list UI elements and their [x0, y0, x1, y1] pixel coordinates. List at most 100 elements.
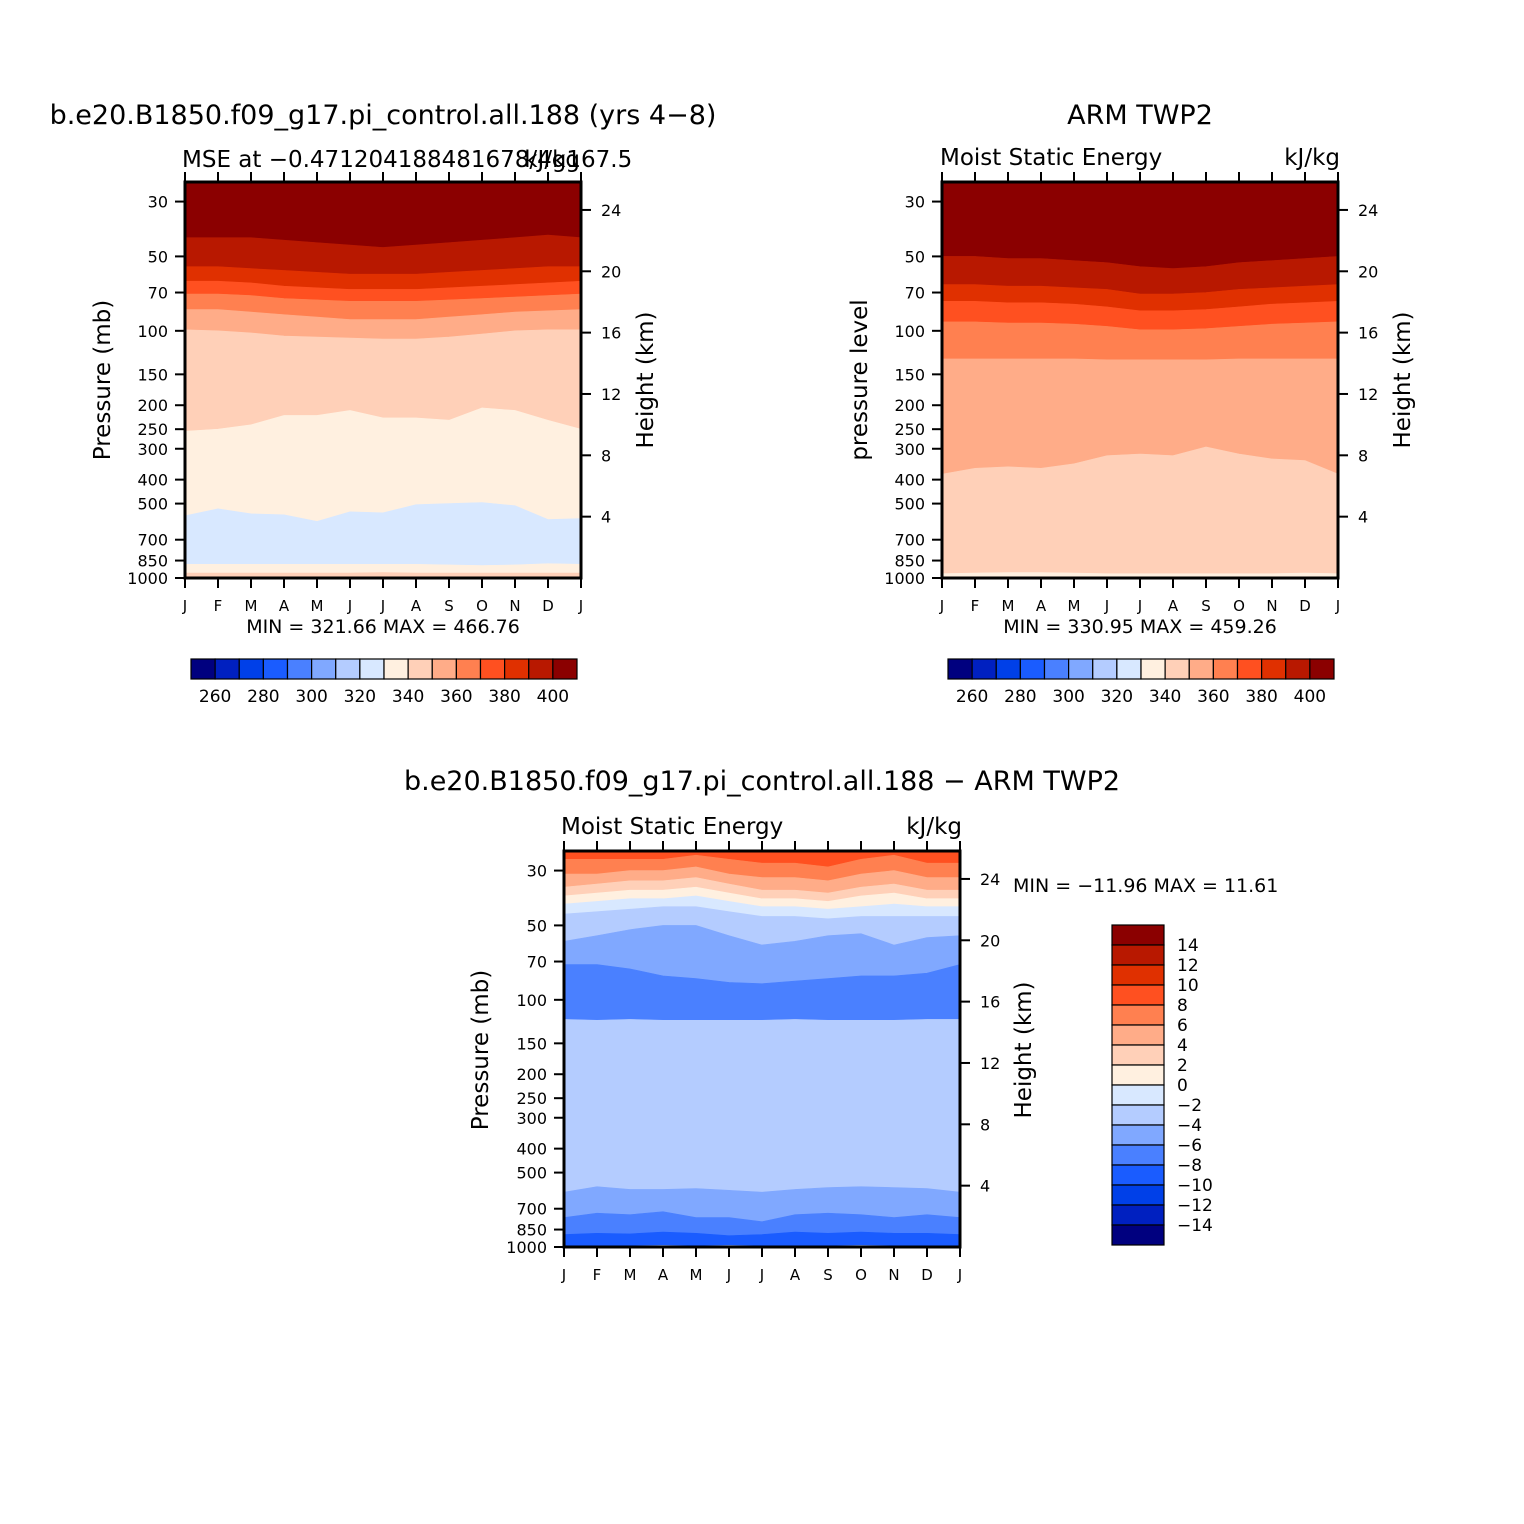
model-y-tick-label: 1000 [127, 569, 168, 588]
panel-model: b.e20.B1850.f09_g17.pi_control.all.188 (… [50, 100, 717, 707]
model-y2-axis-label: Height (km) [633, 311, 659, 448]
model-x-tick-label: A [411, 597, 422, 615]
diff-y-tick-label: 500 [516, 1164, 547, 1183]
diff-x-tick-label: S [823, 1266, 833, 1284]
obs-colorbar-label: 340 [1149, 687, 1181, 707]
obs-colorbar-label: 320 [1101, 687, 1133, 707]
diff-colorbar-swatch [1111, 1064, 1165, 1086]
obs-y2-axis-label: Height (km) [1390, 311, 1416, 448]
diff-colorbar-swatch [1111, 984, 1165, 1006]
obs-y-tick-label: 700 [894, 531, 925, 550]
diff-colorbar-swatch [1111, 1024, 1165, 1046]
obs-colorbar-swatch [1309, 658, 1335, 680]
diff-y-tick-label: 400 [516, 1140, 547, 1159]
obs-y-tick-label: 1000 [884, 569, 925, 588]
obs-colorbar-label: 400 [1294, 687, 1326, 707]
diff-x-tick-label: N [888, 1266, 899, 1284]
obs-colorbar-swatch [1188, 658, 1214, 680]
model-colorbar-label: 260 [199, 687, 231, 707]
obs-y2-tick-label: 16 [1358, 324, 1378, 343]
diff-colorbar-swatch [1111, 1204, 1165, 1226]
model-x-tick-label: M [311, 597, 324, 615]
obs-colorbar-swatch [1285, 658, 1311, 680]
model-x-tick-label: D [542, 597, 554, 615]
diff-y-tick-label: 250 [516, 1089, 547, 1108]
diff-y2-axis-label: Height (km) [1011, 981, 1037, 1118]
model-x-tick-label: J [578, 597, 583, 615]
panel-diff: b.e20.B1850.f09_g17.pi_control.all.188 −… [404, 766, 1278, 1284]
diff-y-tick-label: 200 [516, 1065, 547, 1084]
obs-x-tick-label: J [1137, 597, 1142, 615]
diff-colorbar-label: 6 [1177, 1016, 1188, 1036]
obs-title: ARM TWP2 [1067, 100, 1213, 131]
diff-y-tick-label: 50 [527, 916, 547, 935]
diff-colorbar-label: −4 [1177, 1116, 1202, 1136]
model-colorbar-swatch [214, 658, 240, 680]
obs-y-tick-label: 400 [894, 471, 925, 490]
obs-colorbar-label: 360 [1197, 687, 1229, 707]
model-y-tick-label: 50 [148, 247, 168, 266]
diff-colorbar-swatch [1111, 1184, 1165, 1206]
model-y-tick-label: 70 [148, 284, 168, 303]
diff-y-tick-label: 70 [527, 953, 547, 972]
model-colorbar-swatch [407, 658, 433, 680]
diff-min-max: MIN = −11.96 MAX = 11.61 [1013, 875, 1278, 897]
model-y-tick-label: 500 [137, 495, 168, 514]
obs-x-tick-label: N [1266, 597, 1277, 615]
diff-contour-band [563, 1019, 961, 1193]
obs-colorbar-swatch [971, 658, 997, 680]
diff-x-tick-label: F [593, 1266, 602, 1284]
obs-colorbar-swatch [995, 658, 1021, 680]
model-x-tick-label: J [182, 597, 187, 615]
model-colorbar-swatch [552, 658, 578, 680]
obs-y-tick-label: 250 [894, 420, 925, 439]
obs-y2-tick-label: 8 [1358, 446, 1368, 465]
obs-x-tick-label: J [939, 597, 944, 615]
obs-y2-tick-label: 24 [1358, 201, 1378, 220]
obs-y-tick-label: 850 [894, 552, 925, 571]
diff-y2-tick-label: 4 [980, 1177, 990, 1196]
diff-x-tick-label: J [561, 1266, 566, 1284]
diff-x-tick-label: A [790, 1266, 801, 1284]
model-x-tick-label: F [214, 597, 223, 615]
diff-x-tick-label: J [759, 1266, 764, 1284]
model-colorbar-label: 280 [247, 687, 279, 707]
diff-colorbar-label: −2 [1177, 1096, 1202, 1116]
obs-y2-tick-label: 4 [1358, 508, 1368, 527]
diff-x-tick-label: A [658, 1266, 669, 1284]
diff-colorbar-label: −14 [1177, 1216, 1213, 1236]
model-colorbar-swatch [335, 658, 361, 680]
obs-colorbar-swatch [1068, 658, 1094, 680]
model-y-tick-label: 300 [137, 440, 168, 459]
obs-colorbar-swatch [947, 658, 973, 680]
obs-colorbar-swatch [1092, 658, 1118, 680]
obs-x-tick-label: J [1335, 597, 1340, 615]
model-colorbar: 260 280 300 320 340 360 380 400 [190, 658, 578, 707]
model-colorbar-swatch [504, 658, 530, 680]
diff-y-tick-label: 100 [516, 991, 547, 1010]
obs-y2-tick-label: 12 [1358, 385, 1378, 404]
model-x-tick-label: O [476, 597, 488, 615]
diff-colorbar-swatch [1111, 1044, 1165, 1066]
diff-colorbar-label: 14 [1177, 936, 1199, 956]
model-colorbar-swatch [286, 658, 313, 680]
diff-x-tick-label: M [690, 1266, 703, 1284]
diff-subtitle-right: kJ/kg [906, 814, 962, 840]
model-y-tick-label: 200 [137, 396, 168, 415]
diff-y-tick-label: 850 [516, 1221, 547, 1240]
diff-y-tick-label: 1000 [506, 1238, 547, 1257]
obs-x-tick-label: M [1002, 597, 1015, 615]
diff-y-tick-label: 300 [516, 1109, 547, 1128]
model-x-tick-label: N [509, 597, 520, 615]
obs-y-tick-label: 100 [894, 322, 925, 341]
panel-obs: ARM TWP2 Moist Static Energy kJ/kg press… [847, 100, 1416, 707]
diff-x-tick-label: D [921, 1266, 933, 1284]
diff-colorbar-swatch [1111, 1084, 1165, 1106]
diff-colorbar-label: 8 [1177, 996, 1188, 1016]
diff-colorbar-swatch [1111, 944, 1165, 966]
model-x-tick-label: M [245, 597, 258, 615]
model-colorbar-label: 380 [488, 687, 520, 707]
